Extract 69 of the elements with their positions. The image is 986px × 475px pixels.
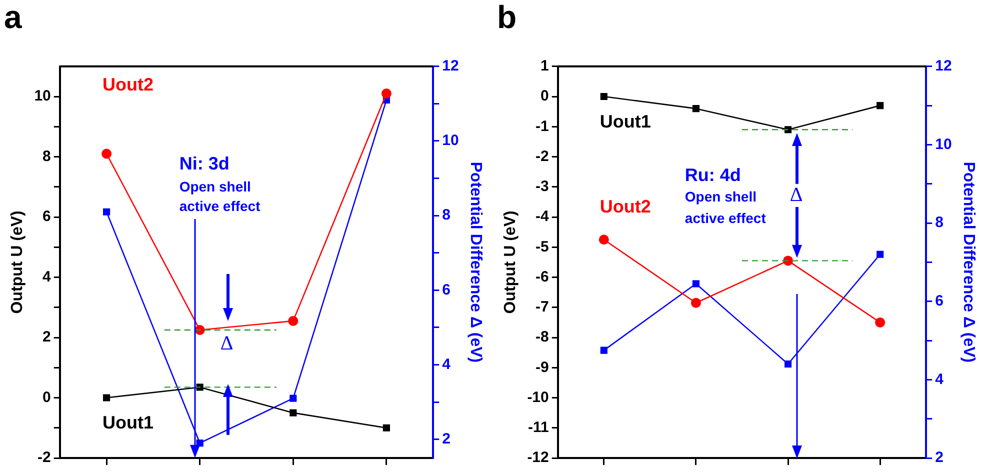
annotation: Ru: 4d (684, 165, 741, 186)
y-tick-label: -4 (536, 208, 550, 226)
point (290, 394, 297, 402)
y2-tick-label: 10 (442, 132, 459, 150)
point (103, 394, 110, 402)
point (381, 88, 392, 99)
point (600, 92, 608, 100)
y-tick-label: -9 (536, 358, 549, 376)
y-axis-title: Output U (eV) (9, 210, 26, 314)
point (692, 280, 700, 288)
point (876, 102, 884, 110)
y-tick-label: -8 (536, 328, 549, 346)
y-tick-label: -11 (528, 419, 549, 436)
y-tick-label: -7 (536, 298, 549, 316)
y-tick-label: 2 (42, 328, 51, 346)
y-tick-label: -1 (536, 118, 549, 135)
point (382, 424, 390, 432)
y-tick-label: -6 (536, 268, 549, 286)
y2-tick-label: 8 (442, 206, 450, 224)
y-tick-label: -12 (527, 449, 549, 466)
point (690, 298, 701, 308)
y-tick-label: 0 (42, 388, 51, 406)
y2-tick-label: 10 (935, 136, 952, 153)
point (102, 148, 112, 159)
y2-tick-label: 8 (935, 214, 944, 232)
point (598, 234, 609, 245)
series-label: Uout2 (600, 196, 651, 217)
annotation: Δ (220, 332, 234, 355)
chart-title: a (4, 0, 22, 36)
series-label: Uout1 (600, 111, 651, 132)
point (290, 409, 297, 416)
y2-tick-label: 4 (442, 356, 452, 373)
annotation: active effect (684, 210, 766, 226)
y-tick-label: 4 (42, 268, 52, 286)
y2-tick-label: 4 (935, 370, 944, 388)
y-axis-title: Output U (eV) (502, 210, 520, 314)
point (600, 346, 608, 354)
y-tick-label: 10 (34, 88, 51, 105)
y-tick-label: -5 (536, 238, 549, 256)
y2-axis-title: Potential Difference Δ (eV) (960, 162, 977, 363)
series-label: Uout1 (102, 412, 154, 433)
point (875, 317, 886, 328)
point (103, 208, 110, 216)
chart-title: b (497, 0, 517, 36)
annotation: Open shell (684, 188, 756, 204)
point (876, 250, 884, 258)
y-tick-label: -2 (536, 148, 549, 165)
point (784, 360, 792, 368)
y-tick-label: -10 (527, 388, 549, 406)
text: Uout2 (102, 74, 154, 95)
point (288, 316, 298, 326)
annotation: Open shell (179, 178, 251, 195)
y-tick-label: 6 (42, 208, 51, 226)
annotation: active effect (179, 198, 261, 214)
y2-tick-label: 6 (935, 292, 944, 310)
y-tick-label: 8 (42, 148, 51, 165)
y2-tick-label: 2 (935, 449, 944, 466)
y2-tick-label: 12 (935, 58, 952, 75)
annotation: Δ (790, 184, 803, 206)
y-tick-label: 0 (540, 88, 549, 105)
y2-tick-label: 12 (442, 58, 459, 75)
y2-tick-label: 6 (442, 281, 450, 298)
y-tick-label: -2 (38, 449, 51, 466)
y2-tick-label: 2 (442, 430, 450, 448)
annotation: Ni: 3d (179, 153, 230, 174)
y2-axis-title: Potential Difference Δ (eV) (466, 162, 484, 363)
y-tick-label: -3 (536, 178, 549, 196)
point (692, 105, 700, 112)
y-tick-label: 1 (540, 58, 549, 75)
